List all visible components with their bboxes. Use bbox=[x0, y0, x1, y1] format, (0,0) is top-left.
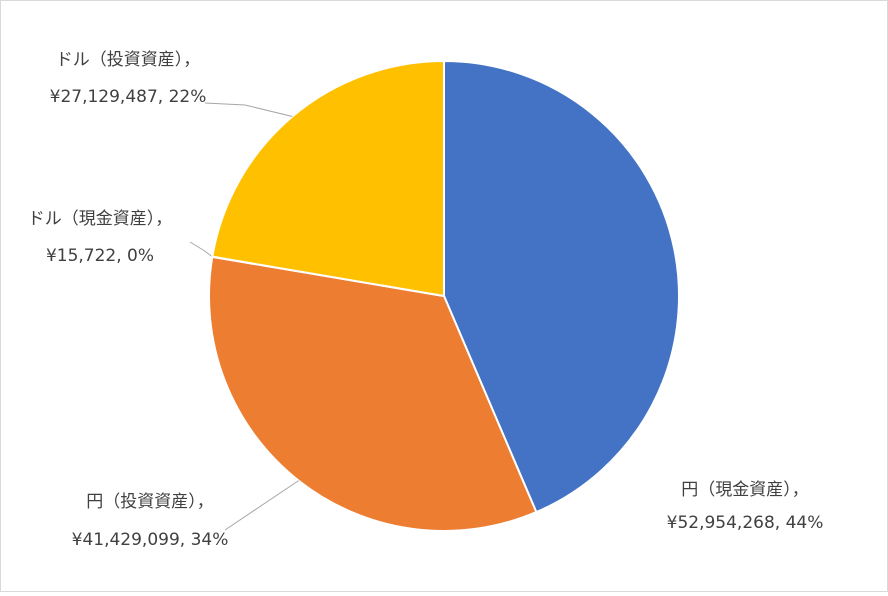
leader-line bbox=[189, 241, 213, 258]
leader-line bbox=[224, 480, 299, 531]
data-label-value: ¥41,429,099, 34% bbox=[72, 530, 229, 550]
data-label-name: 円（投資資産）， bbox=[86, 492, 214, 512]
data-label-value: ¥15,722, 0% bbox=[46, 246, 154, 266]
leader-line bbox=[204, 102, 293, 117]
data-label-name: 円（現金資産）， bbox=[681, 480, 809, 500]
pie-slice bbox=[443, 59, 680, 514]
data-label-name: ドル（現金資産）， bbox=[28, 209, 173, 229]
data-label-value: ¥27,129,487, 22% bbox=[50, 87, 207, 107]
data-label-name: ドル（投資資産）， bbox=[56, 50, 201, 70]
data-label-value: ¥52,954,268, 44% bbox=[667, 513, 824, 533]
